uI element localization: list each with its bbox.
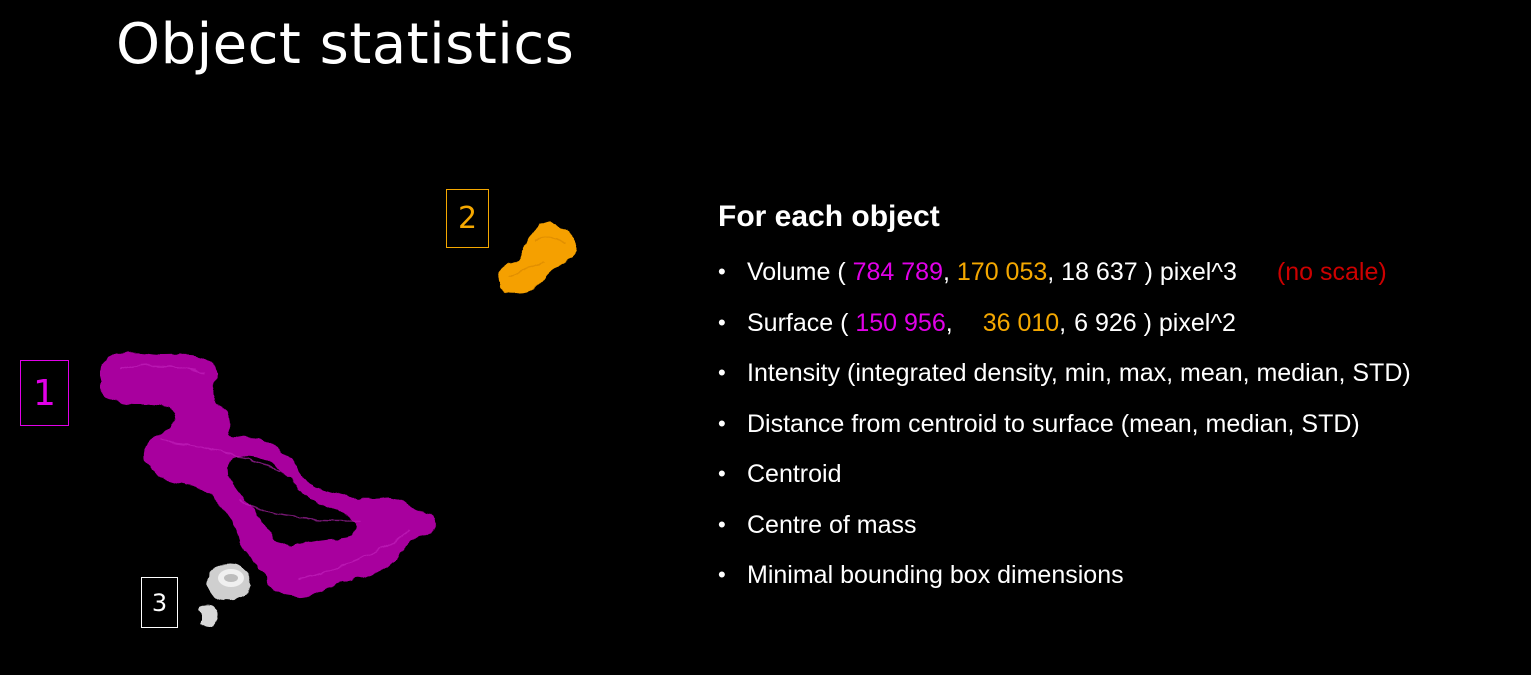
surface-sep-1: , [945,308,953,337]
surface-object-1: 150 956 [855,308,946,337]
list-item-surface: Surface ( 150 956,36 010,6 926 ) pixel^2 [718,298,1524,349]
object-label-1: 1 [20,360,69,426]
list-item-intensity: Intensity (integrated density, min, max,… [718,348,1524,399]
surface-object-3: 6 926 [1074,308,1137,337]
surface-sep-2: , [1059,308,1067,337]
object-label-3: 3 [141,577,178,628]
slide-title: Object statistics [116,12,575,77]
list-item-bounding-box: Minimal bounding box dimensions [718,550,1524,601]
object-label-2: 2 [446,189,489,248]
volume-suffix: ) pixel^3 [1137,258,1237,286]
volume-object-1: 784 789 [852,258,943,286]
object-2-shape [497,221,578,293]
volume-sep-2: , [1047,258,1062,286]
statistics-panel: For each object Volume ( 784 789, 170 05… [718,197,1524,601]
object-1-shape [100,352,437,598]
surface-prefix: Surface ( [747,308,856,337]
volume-prefix: Volume ( [747,258,853,286]
volume-object-3: 18 637 [1061,258,1138,286]
surface-object-2: 36 010 [982,308,1060,337]
no-scale-note: (no scale) [1276,258,1387,286]
list-item-distance: Distance from centroid to surface (mean,… [718,399,1524,450]
volume-object-2: 170 053 [956,258,1048,286]
panel-heading: For each object [718,200,940,233]
list-item-volume: Volume ( 784 789, 170 053, 18 637 ) pixe… [718,247,1524,298]
statistics-list: Volume ( 784 789, 170 053, 18 637 ) pixe… [718,247,1524,601]
list-item-centre-of-mass: Centre of mass [718,500,1524,551]
object-3-shape [199,564,251,629]
surface-suffix: ) pixel^2 [1136,308,1236,337]
list-item-centroid: Centroid [718,449,1524,500]
volume-sep-1: , [942,258,957,286]
